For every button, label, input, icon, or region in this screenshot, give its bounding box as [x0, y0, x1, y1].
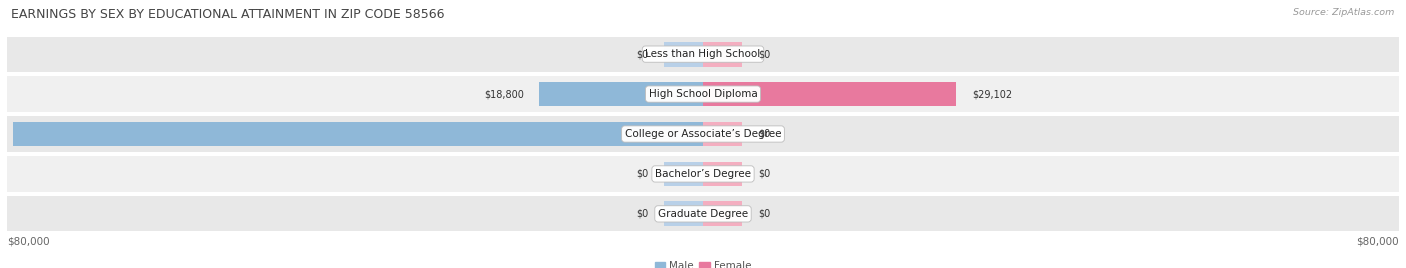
- Bar: [703, 202, 742, 226]
- Legend: Male, Female: Male, Female: [651, 257, 755, 268]
- Text: $0: $0: [758, 129, 770, 139]
- Text: College or Associate’s Degree: College or Associate’s Degree: [624, 129, 782, 139]
- Bar: [540, 82, 703, 106]
- Text: $80,000: $80,000: [7, 237, 49, 247]
- Text: High School Diploma: High School Diploma: [648, 89, 758, 99]
- Text: $29,102: $29,102: [972, 89, 1012, 99]
- Bar: [7, 116, 1399, 152]
- Text: $0: $0: [758, 169, 770, 179]
- Bar: [664, 162, 703, 186]
- Bar: [703, 42, 742, 66]
- Text: Graduate Degree: Graduate Degree: [658, 209, 748, 219]
- Bar: [7, 36, 1399, 72]
- Bar: [664, 42, 703, 66]
- Text: $0: $0: [758, 49, 770, 59]
- Text: $0: $0: [636, 49, 648, 59]
- Bar: [7, 76, 1399, 112]
- Bar: [703, 122, 742, 146]
- Bar: [7, 196, 1399, 232]
- Text: Less than High School: Less than High School: [645, 49, 761, 59]
- Bar: [703, 82, 956, 106]
- Bar: [7, 156, 1399, 192]
- Text: $80,000: $80,000: [1357, 237, 1399, 247]
- Bar: [664, 202, 703, 226]
- Bar: [13, 122, 703, 146]
- Text: EARNINGS BY SEX BY EDUCATIONAL ATTAINMENT IN ZIP CODE 58566: EARNINGS BY SEX BY EDUCATIONAL ATTAINMEN…: [11, 8, 444, 21]
- Text: $18,800: $18,800: [484, 89, 524, 99]
- Text: Source: ZipAtlas.com: Source: ZipAtlas.com: [1294, 8, 1395, 17]
- Text: $0: $0: [636, 209, 648, 219]
- Bar: [703, 162, 742, 186]
- Text: $0: $0: [636, 169, 648, 179]
- Text: $0: $0: [758, 209, 770, 219]
- Text: Bachelor’s Degree: Bachelor’s Degree: [655, 169, 751, 179]
